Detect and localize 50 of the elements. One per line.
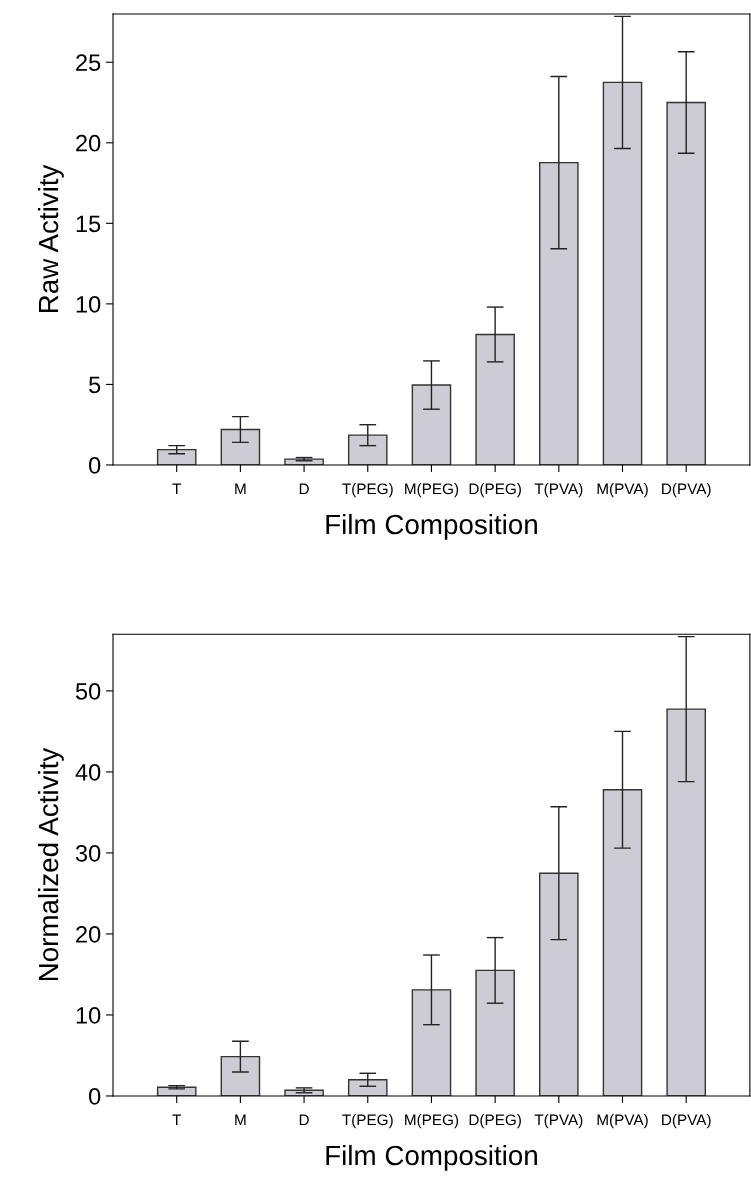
bar [284, 458, 324, 465]
x-tick-label: M(PEG) [405, 483, 459, 498]
bar [411, 384, 452, 465]
bar [475, 969, 515, 1096]
y-tick-label: 0 [89, 457, 101, 474]
bar [347, 1079, 388, 1096]
x-tick-label: D [299, 1114, 309, 1126]
x-tick-label: T(PEG) [342, 483, 393, 498]
x-tick-label: M [235, 1114, 246, 1126]
x-tick-label: D(PEG) [469, 483, 521, 498]
y-tick-label: 10 [76, 1007, 101, 1024]
x-axis-title: Film Composition [326, 513, 537, 540]
y-axis-title: Normalized Activity [37, 747, 64, 981]
y-axis-title: Raw Activity [37, 164, 64, 313]
y-tick-label: 30 [75, 845, 101, 862]
x-tick-label: M(PVA) [597, 483, 648, 498]
bar [156, 448, 197, 465]
bar [539, 872, 579, 1096]
y-tick-label: 0 [89, 1088, 101, 1105]
y-tick-label: 10 [76, 295, 101, 313]
x-axis-title: Film Composition [326, 1144, 537, 1171]
x-tick-label: M [235, 483, 246, 495]
x-tick-label: D(PVA) [662, 483, 711, 498]
x-tick-label: T(PEG) [342, 1114, 393, 1129]
x-tick-label: T(PVA) [534, 483, 583, 498]
x-tick-label: D [299, 483, 309, 495]
bar [666, 101, 706, 465]
y-tick-label: 15 [76, 215, 101, 233]
x-tick-label: T [172, 1114, 182, 1126]
x-tick-label: T(PVA) [534, 1114, 583, 1129]
x-tick-label: M(PVA) [597, 1114, 648, 1129]
y-tick-label: 25 [76, 54, 101, 72]
y-tick-label: 5 [89, 376, 101, 394]
bar [602, 81, 643, 465]
bar [347, 434, 388, 465]
bar [475, 333, 515, 465]
y-tick-label: 20 [76, 134, 101, 152]
y-tick-label: 40 [75, 763, 101, 781]
bar [602, 789, 643, 1096]
bar [220, 428, 261, 465]
bar [539, 161, 579, 465]
y-tick-label: 50 [75, 682, 101, 700]
x-tick-label: M(PEG) [405, 1114, 459, 1129]
bar [220, 1055, 261, 1096]
x-tick-label: D(PVA) [662, 1114, 711, 1129]
x-tick-label: T [172, 483, 182, 495]
y-tick-label: 20 [76, 926, 101, 943]
x-tick-label: D(PEG) [469, 1114, 521, 1129]
bar [411, 989, 452, 1096]
bar [666, 708, 706, 1096]
